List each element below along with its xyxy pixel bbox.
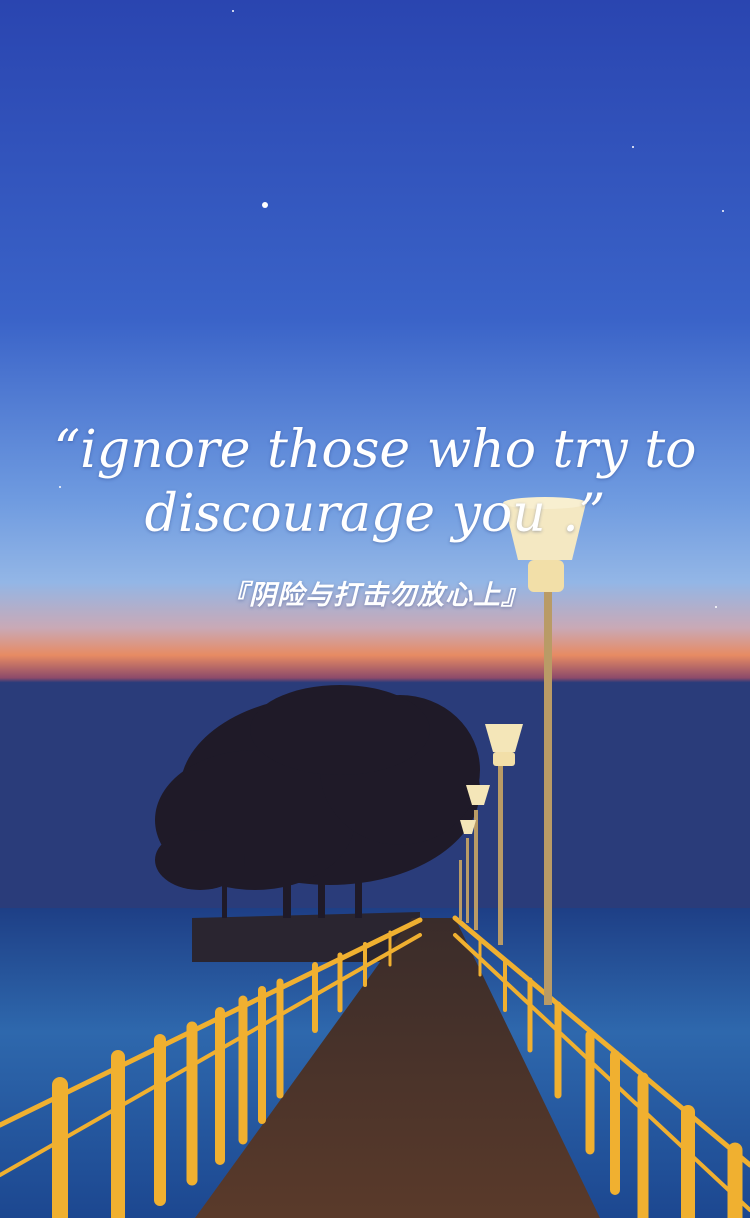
chinese-subtitle: 『阴险与打击勿放心上』: [221, 580, 529, 611]
quote-line-2: discourage you .”: [144, 484, 606, 544]
quote-text: “ignore those who try to discourage you …: [0, 418, 750, 546]
pier-icon: [0, 915, 750, 1218]
tree-icon: [155, 685, 480, 918]
quote-line-1: “ignore those who try to: [53, 420, 697, 480]
lamp-post-icon: [459, 497, 587, 1005]
star-icon: [59, 10, 724, 608]
